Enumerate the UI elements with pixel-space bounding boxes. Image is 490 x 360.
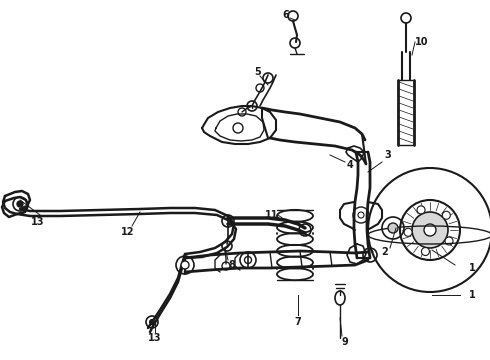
Circle shape: [388, 223, 398, 233]
Text: 12: 12: [121, 227, 135, 237]
Circle shape: [17, 201, 23, 207]
Text: 4: 4: [346, 160, 353, 170]
Text: 6: 6: [283, 10, 290, 20]
Text: 1: 1: [468, 263, 475, 273]
Text: 10: 10: [415, 37, 429, 47]
Text: 13: 13: [31, 217, 45, 227]
Text: 5: 5: [255, 67, 261, 77]
Text: 3: 3: [385, 150, 392, 160]
Circle shape: [424, 224, 436, 236]
Circle shape: [412, 212, 448, 248]
Circle shape: [181, 261, 189, 269]
Text: 2: 2: [382, 247, 389, 257]
Circle shape: [149, 320, 154, 324]
Text: 11: 11: [265, 210, 279, 220]
Text: 1: 1: [468, 290, 475, 300]
Circle shape: [445, 237, 453, 245]
Circle shape: [442, 211, 450, 219]
Text: 8: 8: [228, 260, 235, 270]
Circle shape: [421, 248, 429, 256]
Text: 7: 7: [294, 317, 301, 327]
Circle shape: [358, 212, 364, 218]
Text: 13: 13: [148, 333, 162, 343]
Circle shape: [404, 228, 412, 236]
Text: 9: 9: [342, 337, 348, 347]
Circle shape: [417, 206, 425, 214]
